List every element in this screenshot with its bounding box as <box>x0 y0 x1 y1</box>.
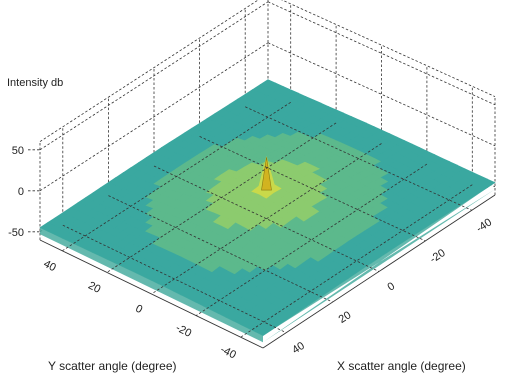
grid-line <box>281 0 496 97</box>
grid-line <box>62 224 287 334</box>
grid-line <box>39 0 259 142</box>
y-axis-title: Y scatter angle (degree) <box>48 359 177 373</box>
z-tick-label: -50 <box>8 227 24 239</box>
surface-front-left-side <box>40 227 263 343</box>
x-tick-label: 0 <box>386 280 398 293</box>
grid-line <box>151 143 382 295</box>
grid-line <box>108 195 333 303</box>
grid-line <box>106 122 337 273</box>
x-tick-label: 20 <box>337 309 354 326</box>
grid-line <box>240 184 473 338</box>
box-line <box>39 239 264 349</box>
grid-line <box>267 1 496 106</box>
grid-line <box>39 1 269 151</box>
grid-line <box>195 163 428 316</box>
grid-line <box>267 42 496 147</box>
grid-line <box>153 165 380 272</box>
grid-line <box>245 106 472 211</box>
floor-grid <box>62 101 473 338</box>
y-tick-label: 20 <box>86 280 102 296</box>
y-tick-label: 40 <box>41 258 57 274</box>
bounding-box <box>39 194 496 349</box>
x-tick-label: -40 <box>474 216 494 235</box>
grid-line <box>39 42 269 192</box>
x-tick-label: 40 <box>290 340 307 357</box>
back-wall-grid <box>39 0 496 240</box>
specular-peak <box>261 157 272 191</box>
y-tick-label: 0 <box>133 303 144 316</box>
x-axis-title: X scatter angle (degree) <box>337 359 466 373</box>
grid-line <box>199 136 426 242</box>
box-line <box>262 194 496 349</box>
surface-front-right-side <box>263 182 495 343</box>
x-tick-label: -20 <box>428 247 448 266</box>
y-tick-label: -40 <box>218 344 238 362</box>
z-axis-title: Intensity db <box>7 77 63 89</box>
z-tick-labels: 50 0 -50 <box>8 145 40 239</box>
surface <box>39 79 496 343</box>
z-tick-label: 50 <box>12 145 24 157</box>
y-tick-label: -20 <box>174 322 194 340</box>
z-tick-label: 0 <box>18 186 24 198</box>
